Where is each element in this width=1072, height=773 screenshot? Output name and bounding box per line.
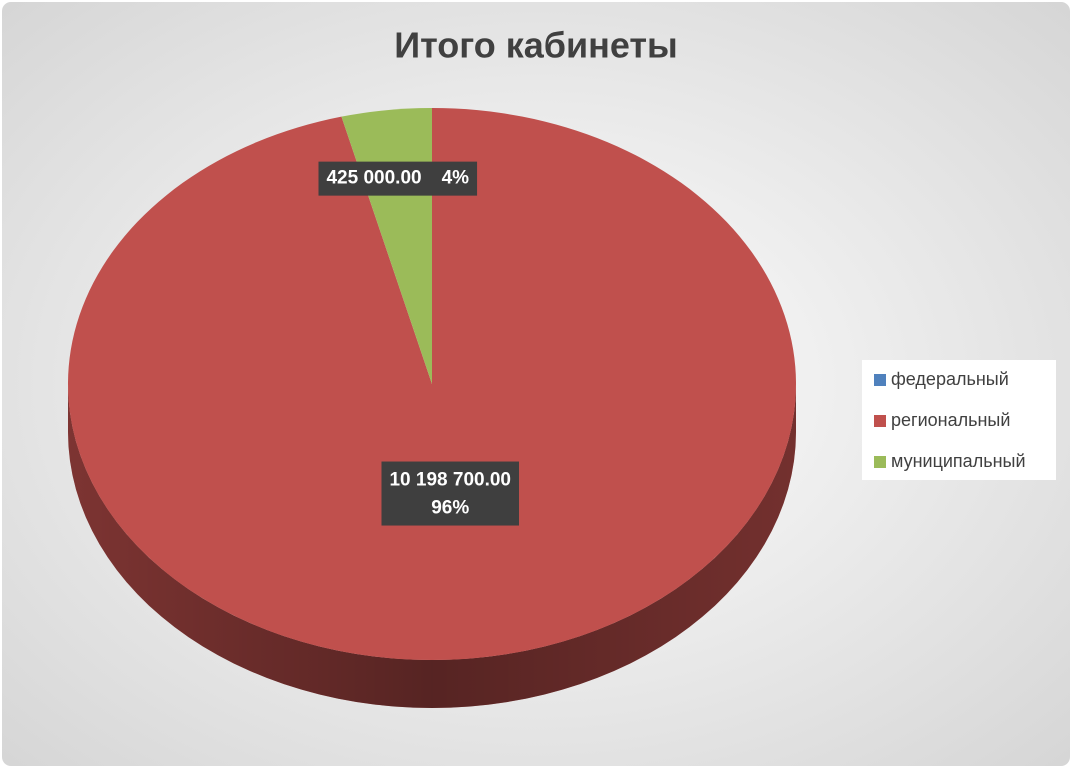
legend-swatch (874, 415, 886, 427)
data-labels: 10 198 700.00 96% 425 000.00 4% (318, 161, 520, 526)
legend-swatch (874, 374, 886, 386)
legend-items: федеральный региональный муниципальный (874, 369, 1026, 471)
chart-title: Итого кабинеты (394, 25, 678, 66)
legend-label: муниципальный (891, 451, 1026, 471)
pie (67, 108, 797, 708)
data-label: 10 198 700.00 96% (381, 461, 520, 526)
data-label-percent: 96% (431, 498, 469, 519)
data-label-value: 425 000.00 (326, 168, 421, 189)
legend-label: региональный (891, 410, 1010, 430)
pie-slice (67, 108, 797, 660)
data-label: 425 000.00 4% (318, 161, 478, 196)
data-label-percent: 4% (442, 168, 470, 189)
legend-swatch (874, 456, 886, 468)
pie-slice-side-shade (68, 384, 796, 708)
data-label-box (318, 161, 478, 196)
data-label-value: 10 198 700.00 (389, 470, 511, 491)
data-label-box (381, 461, 520, 526)
legend-label: федеральный (891, 369, 1009, 389)
legend (862, 360, 1056, 480)
